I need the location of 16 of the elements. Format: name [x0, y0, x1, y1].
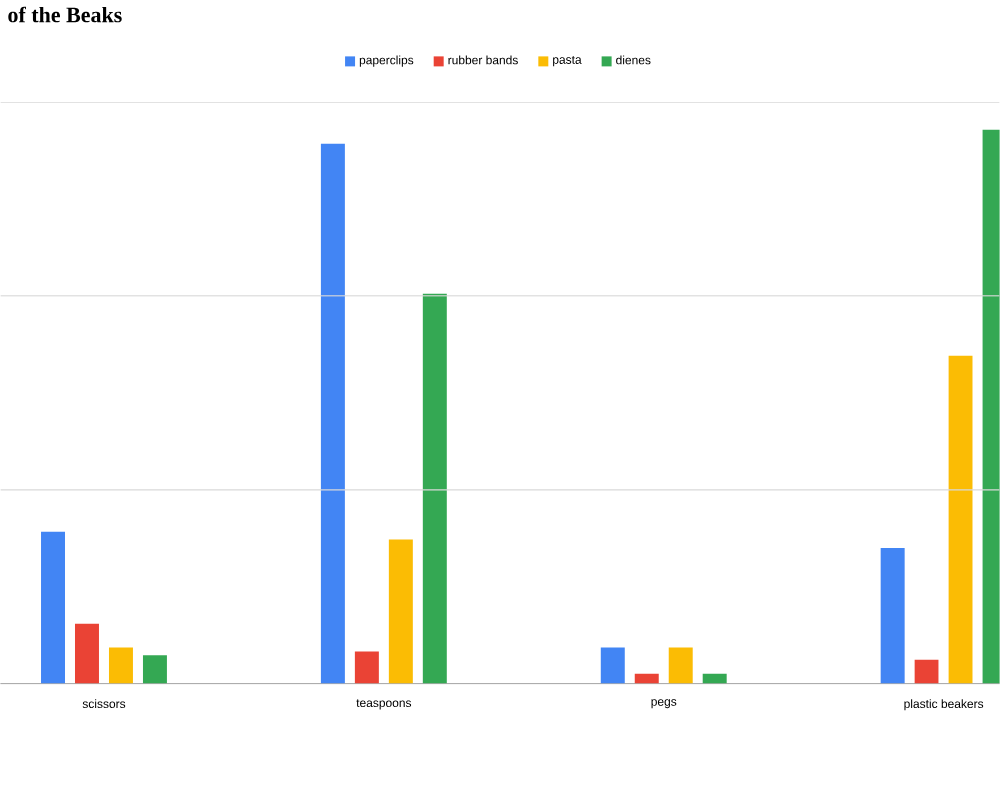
bar — [388, 540, 413, 685]
bar — [600, 648, 625, 685]
bar — [142, 655, 167, 685]
chart-title: of the Beaks — [8, 7, 122, 23]
bar — [668, 648, 693, 685]
bar — [914, 660, 939, 685]
bar — [422, 294, 447, 685]
bar — [634, 674, 659, 685]
bar — [948, 356, 973, 685]
bar — [702, 674, 727, 685]
bar — [41, 532, 65, 685]
bar — [108, 648, 133, 685]
bar — [320, 144, 345, 685]
bar — [74, 624, 99, 685]
bar — [354, 652, 379, 685]
bar — [880, 548, 905, 685]
